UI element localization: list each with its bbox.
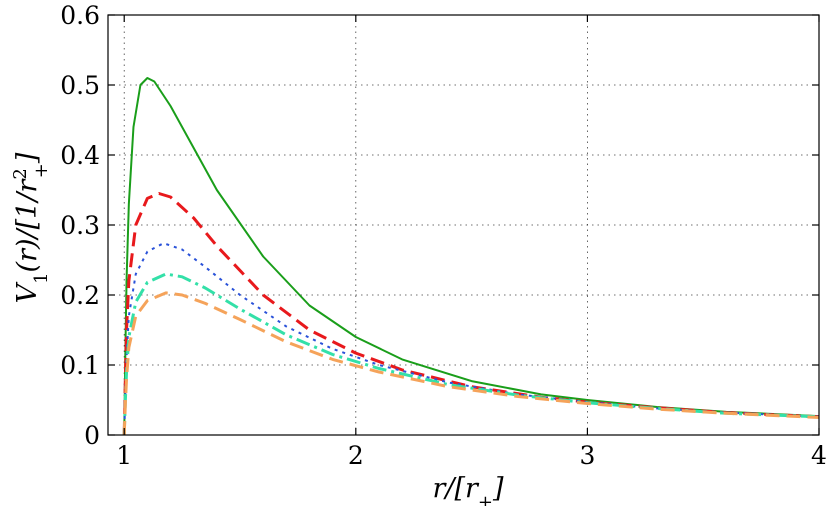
x-tick-label: 1 (116, 441, 132, 470)
grid-layer (108, 14, 820, 436)
x-tick-label: 4 (811, 441, 827, 470)
y-axis-label: V1(r)/[1/r2+] (10, 152, 52, 303)
series-line-1 (123, 77, 820, 436)
series-line-3 (123, 242, 820, 436)
y-tick-label: 0.5 (60, 71, 100, 100)
y-tick-label: 0.6 (60, 1, 100, 30)
y-tick-label: 0.1 (60, 351, 100, 380)
x-axis-label: r/[r+] (432, 473, 504, 506)
y-tick-label: 0.4 (60, 141, 100, 170)
series-line-5 (122, 291, 820, 436)
y-tick-label: 0.3 (60, 211, 100, 240)
y-tick-label: 0 (84, 421, 100, 450)
x-tick-label: 2 (348, 441, 364, 470)
x-tick-label: 3 (579, 441, 595, 470)
plot-frame (107, 14, 820, 436)
y-tick-label: 0.2 (60, 281, 100, 310)
tick-layer: 1 2 3 4 0 0.1 0.2 0.3 0.4 0.5 0.6 (60, 1, 827, 470)
series-line-2 (122, 192, 820, 436)
series-layer (122, 77, 820, 436)
